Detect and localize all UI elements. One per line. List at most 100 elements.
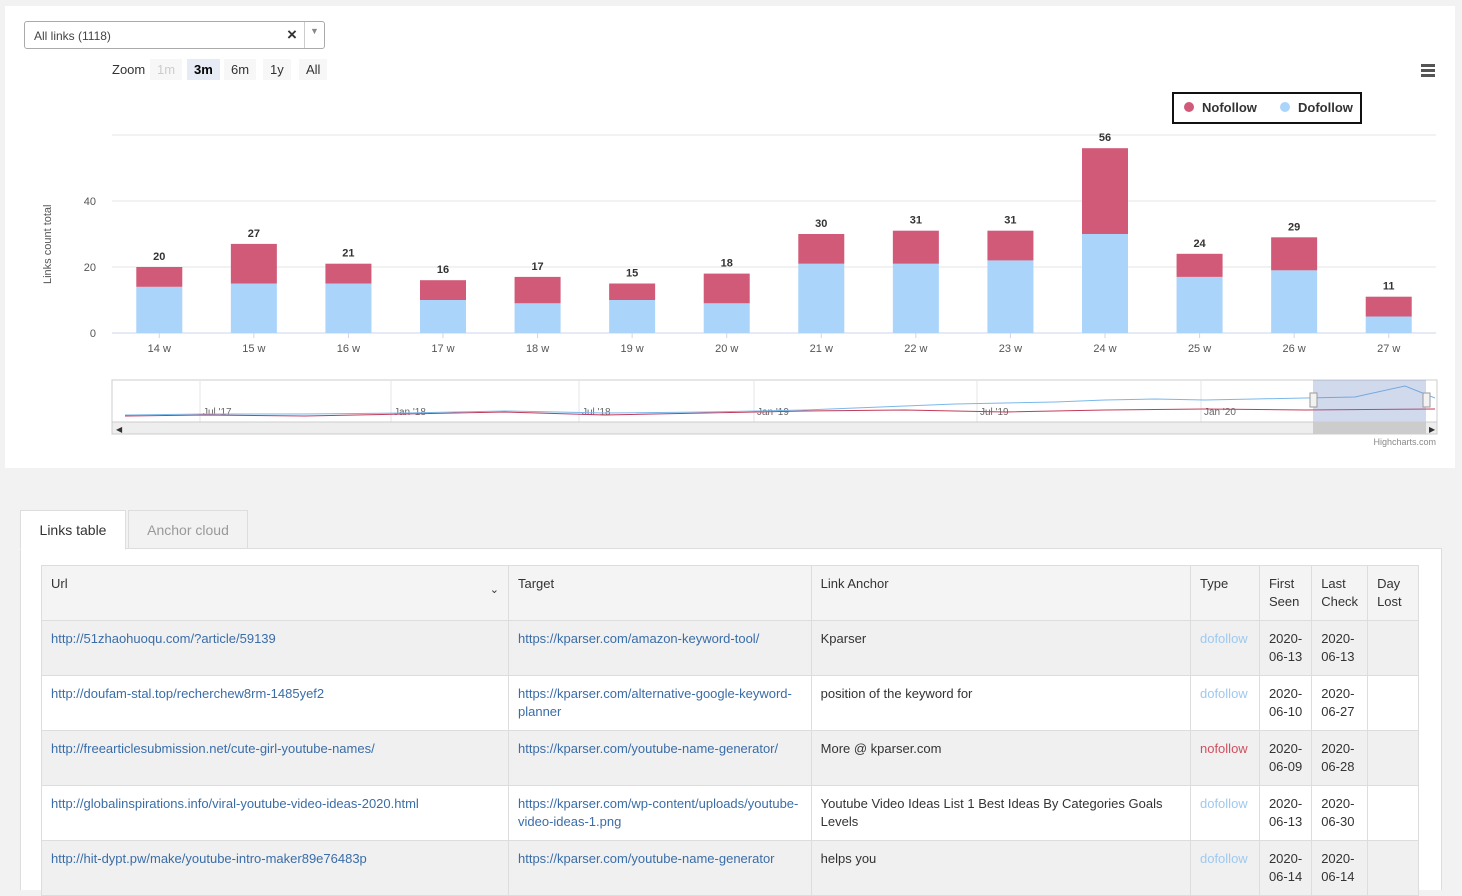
bar-total-label: 11 — [1383, 281, 1395, 293]
target-link[interactable]: https://kparser.com/wp-content/uploads/y… — [507, 785, 812, 841]
nofollow-bar[interactable] — [1082, 148, 1128, 234]
url-link[interactable]: http://hit-dypt.pw/make/youtube-intro-ma… — [41, 840, 509, 896]
last-check-date: 06-30 — [1321, 814, 1355, 829]
nofollow-bar[interactable] — [892, 230, 939, 264]
tab-anchor-cloud[interactable]: Anchor cloud — [128, 510, 248, 550]
target-link[interactable]: https://kparser.com/youtube-name-generat… — [507, 730, 812, 786]
dofollow-bar[interactable] — [1082, 234, 1128, 333]
nofollow-bar[interactable] — [798, 234, 845, 264]
zoom-all-button[interactable]: All — [299, 59, 328, 80]
column-header-day-lost[interactable]: Day Lost — [1367, 565, 1419, 621]
target-link[interactable]: https://kparser.com/alternative-google-k… — [507, 675, 812, 731]
navigator-left-handle[interactable] — [1309, 392, 1318, 408]
link-type: dofollow — [1189, 840, 1260, 896]
scroll-left-arrow[interactable]: ◀ — [116, 425, 123, 434]
url-link[interactable]: http://freearticlesubmission.net/cute-gi… — [41, 730, 509, 786]
legend-dofollow[interactable]: Dofollow — [1298, 100, 1354, 115]
bar-total-label: 31 — [910, 215, 922, 227]
bar-total-label: 29 — [1288, 221, 1300, 233]
first-seen-year: 2020- — [1268, 686, 1303, 701]
nofollow-bar[interactable] — [230, 243, 277, 284]
dofollow-bar[interactable] — [230, 283, 277, 334]
dofollow-bar[interactable] — [609, 300, 656, 333]
column-header-last-check[interactable]: Last Check — [1311, 565, 1369, 621]
last-check-line1: Last — [1321, 576, 1346, 591]
table-row: http://freearticlesubmission.net/cute-gi… — [41, 730, 1419, 786]
nofollow-bar[interactable] — [703, 273, 750, 304]
url-link[interactable]: http://doufam-stal.top/recherchew8rm-148… — [41, 675, 509, 731]
nofollow-bar[interactable] — [136, 267, 183, 287]
x-tick-label: 17 w — [431, 343, 454, 355]
link-type: dofollow — [1189, 620, 1260, 676]
day-lost-line2: Lost — [1377, 594, 1402, 609]
dofollow-bar[interactable] — [136, 286, 183, 333]
dofollow-bar[interactable] — [703, 303, 750, 333]
url-header-label: Url — [51, 576, 68, 591]
zoom-3m-button[interactable]: 3m — [187, 59, 220, 80]
zoom-6m-button[interactable]: 6m — [224, 59, 257, 80]
nofollow-bar[interactable] — [1271, 237, 1318, 271]
links-table-panel: Url ⌄ Target Link Anchor Type First Seen L… — [20, 548, 1442, 896]
sort-icon[interactable]: ⌄ — [489, 584, 499, 596]
bar-total-label: 24 — [1193, 238, 1206, 250]
legend-nofollow[interactable]: Nofollow — [1202, 100, 1258, 115]
nofollow-bar[interactable] — [1176, 253, 1223, 277]
links-filter-select[interactable]: All links (1118) × ▼ — [24, 21, 325, 49]
scroll-right-arrow[interactable]: ▶ — [1429, 425, 1436, 434]
last-check-date: 06-13 — [1321, 649, 1355, 664]
dofollow-bar[interactable] — [987, 260, 1034, 333]
zoom-1m-button[interactable]: 1m — [150, 59, 183, 80]
nofollow-bar[interactable] — [325, 263, 372, 284]
nofollow-bar[interactable] — [1365, 296, 1412, 317]
column-header-first-seen[interactable]: First Seen — [1258, 565, 1313, 621]
target-link[interactable]: https://kparser.com/youtube-name-generat… — [507, 840, 812, 896]
dofollow-bar[interactable] — [892, 263, 939, 333]
zoom-1y-button[interactable]: 1y — [263, 59, 291, 80]
column-header-link-anchor[interactable]: Link Anchor — [810, 565, 1191, 621]
tab-links-table[interactable]: Links table — [20, 510, 126, 550]
url-link[interactable]: http://51zhaohuoqu.com/?article/59139 — [41, 620, 509, 676]
link-anchor: position of the keyword for — [810, 675, 1191, 731]
nofollow-bar[interactable] — [987, 230, 1034, 261]
zoom-label: Zoom — [112, 62, 146, 77]
last-check-year: 2020- — [1321, 741, 1355, 756]
chevron-down-icon[interactable]: ▼ — [310, 26, 319, 36]
first-seen: 2020- 06-14 — [1258, 840, 1313, 896]
x-tick-label: 26 w — [1283, 343, 1306, 355]
bar-total-label: 27 — [248, 228, 260, 240]
credits[interactable]: Highcharts.com — [1373, 437, 1436, 447]
navigator-selection[interactable] — [1313, 380, 1426, 422]
x-tick-label: 24 w — [1093, 343, 1116, 355]
url-link[interactable]: http://globalinspirations.info/viral-you… — [41, 785, 509, 841]
nofollow-bar[interactable] — [420, 280, 466, 300]
navigator-right-handle[interactable] — [1422, 392, 1431, 408]
column-header-type[interactable]: Type — [1189, 565, 1260, 621]
target-link[interactable]: https://kparser.com/amazon-keyword-tool/ — [507, 620, 812, 676]
chart-bars: 20 14 w 27 15 w 21 16 w 16 17 w 17 18 w 15 19 w 18 20… — [136, 132, 1412, 355]
dofollow-bar[interactable] — [798, 263, 845, 333]
column-header-url[interactable]: Url ⌄ — [41, 565, 509, 621]
dofollow-bar[interactable] — [514, 303, 561, 333]
column-header-target[interactable]: Target — [507, 565, 812, 621]
dofollow-bar[interactable] — [1365, 316, 1412, 334]
nofollow-bar[interactable] — [609, 283, 656, 301]
first-seen: 2020- 06-13 — [1258, 620, 1313, 676]
hamburger-menu-icon[interactable] — [1421, 64, 1435, 77]
bar-total-label: 17 — [531, 261, 543, 273]
navigator-scrollbar[interactable] — [111, 421, 1438, 435]
y-tick-label: 0 — [90, 328, 96, 340]
dofollow-bar[interactable] — [1271, 270, 1318, 333]
dofollow-bar[interactable] — [420, 300, 466, 333]
nofollow-bar[interactable] — [514, 276, 561, 304]
chart-grid: 0 20 40 — [84, 134, 1436, 340]
dofollow-bar[interactable] — [1176, 276, 1223, 333]
links-filter-value: All links (1118) — [34, 29, 111, 43]
y-tick-label: 20 — [84, 262, 96, 274]
dofollow-bar[interactable] — [325, 283, 372, 334]
scrollbar-thumb[interactable] — [1313, 422, 1426, 434]
select-divider — [304, 22, 305, 48]
clear-icon[interactable]: × — [287, 25, 297, 44]
first-seen-date: 06-10 — [1268, 704, 1303, 719]
bar-total-label: 56 — [1099, 132, 1111, 144]
first-seen-year: 2020- — [1268, 631, 1303, 646]
